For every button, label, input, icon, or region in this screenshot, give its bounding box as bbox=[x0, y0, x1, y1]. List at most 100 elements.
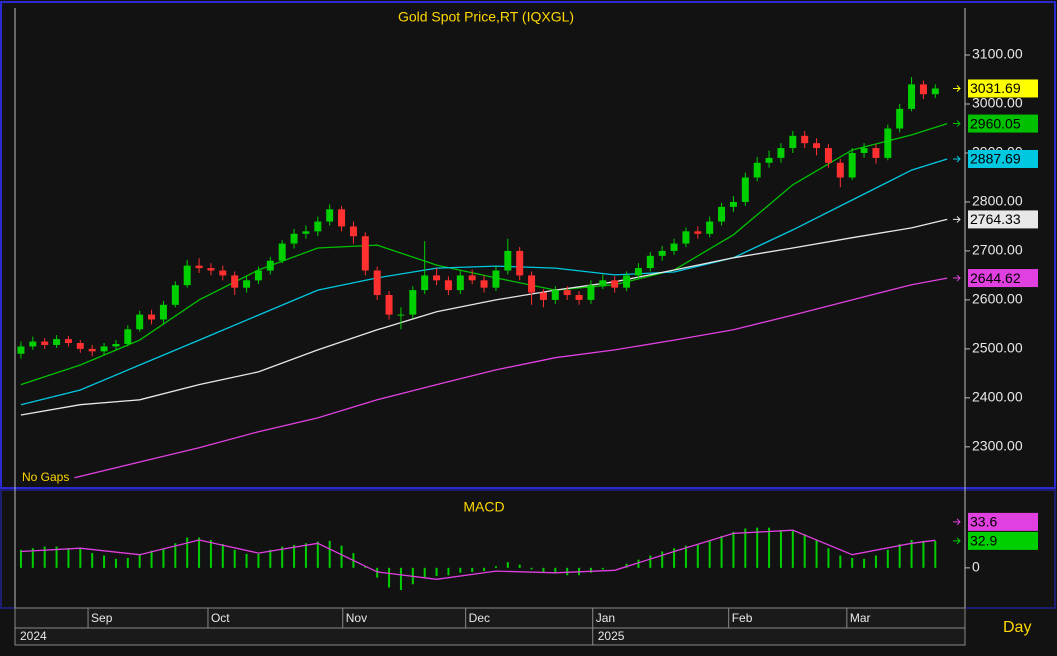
candle-body bbox=[836, 162, 844, 178]
macd-bar bbox=[589, 567, 592, 573]
tag-arrow bbox=[953, 155, 961, 163]
y-tick-label: 2800.00 bbox=[972, 193, 1023, 209]
macd-bar bbox=[661, 551, 664, 568]
macd-bar bbox=[566, 567, 569, 576]
candle-body bbox=[694, 231, 702, 234]
macd-bar bbox=[328, 540, 331, 568]
candle-body bbox=[670, 243, 678, 251]
macd-bar bbox=[138, 553, 141, 568]
candle-body bbox=[314, 221, 322, 232]
candle-body bbox=[17, 346, 25, 354]
candle-body bbox=[195, 265, 203, 269]
tag-arrow bbox=[953, 518, 961, 526]
candle-body bbox=[183, 265, 191, 286]
macd-bar bbox=[281, 546, 284, 568]
macd-bar bbox=[376, 567, 379, 578]
macd-bar bbox=[732, 531, 735, 568]
macd-bar bbox=[601, 567, 604, 570]
y-tick-label: 2300.00 bbox=[972, 438, 1023, 454]
macd-bar bbox=[874, 555, 877, 568]
candle-body bbox=[53, 339, 61, 345]
macd-title: MACD bbox=[463, 499, 504, 515]
macd-bar bbox=[364, 566, 367, 568]
value-tag-label: 2887.69 bbox=[970, 151, 1021, 167]
candle-body bbox=[456, 275, 464, 291]
x-tick-label: Nov bbox=[346, 611, 367, 625]
year-tick-label: 2024 bbox=[20, 629, 47, 643]
candle-body bbox=[171, 285, 179, 305]
macd-bar bbox=[114, 558, 117, 568]
macd-bar bbox=[518, 564, 521, 568]
candle-body bbox=[741, 177, 749, 202]
candle-body bbox=[290, 233, 298, 244]
candle-body bbox=[611, 280, 619, 288]
value-tag-label: 33.6 bbox=[970, 514, 997, 530]
macd-bar bbox=[720, 535, 723, 568]
candle-body bbox=[468, 275, 476, 281]
value-tag bbox=[968, 512, 1038, 531]
candle-body bbox=[41, 341, 49, 345]
chart-title: Gold Spot Price,RT (IQXGL) bbox=[398, 9, 574, 25]
candle-body bbox=[908, 84, 916, 109]
candle-body bbox=[385, 295, 393, 315]
candle-body bbox=[718, 206, 726, 222]
value-tag-label: 32.9 bbox=[970, 533, 997, 549]
candle-body bbox=[931, 88, 939, 95]
y-tick-label: 2500.00 bbox=[972, 340, 1023, 356]
candle-body bbox=[243, 280, 251, 288]
candle-body bbox=[634, 268, 642, 276]
macd-bar bbox=[898, 544, 901, 568]
macd-bar bbox=[423, 567, 426, 578]
candle-body bbox=[884, 128, 892, 158]
macd-bar bbox=[530, 567, 533, 570]
candle-body bbox=[326, 209, 334, 222]
candle-body bbox=[480, 280, 488, 288]
candle-body bbox=[88, 348, 96, 352]
candle-body bbox=[646, 255, 654, 269]
macd-bar bbox=[554, 567, 557, 574]
indicator-line bbox=[74, 277, 948, 479]
macd-bar bbox=[269, 549, 272, 568]
candle-body bbox=[872, 148, 880, 158]
y-tick-label: 0 bbox=[972, 559, 980, 575]
candle-body bbox=[302, 231, 310, 234]
candle-body bbox=[504, 250, 512, 271]
macd-bar bbox=[399, 567, 402, 590]
value-tag bbox=[968, 114, 1038, 133]
candle-body bbox=[789, 135, 797, 149]
macd-bar bbox=[506, 562, 509, 568]
candle-body bbox=[219, 270, 227, 276]
macd-bar bbox=[696, 544, 699, 568]
macd-bar bbox=[233, 549, 236, 568]
macd-bar bbox=[637, 559, 640, 568]
macd-bar bbox=[934, 540, 937, 568]
macd-bar bbox=[221, 544, 224, 568]
candle-body bbox=[575, 295, 583, 300]
macd-bar bbox=[744, 528, 747, 568]
tag-arrow bbox=[953, 537, 961, 545]
candle-body bbox=[159, 304, 167, 320]
indicator-line bbox=[20, 158, 948, 406]
macd-bar bbox=[756, 527, 759, 568]
candle-body bbox=[706, 221, 714, 234]
candle-body bbox=[100, 346, 108, 352]
value-tag bbox=[968, 210, 1038, 229]
candle-body bbox=[528, 275, 536, 293]
macd-bar bbox=[673, 548, 676, 568]
candle-body bbox=[753, 162, 761, 178]
macd-bar bbox=[471, 567, 474, 572]
value-tag bbox=[968, 150, 1038, 169]
candle-body bbox=[813, 143, 821, 149]
candle-body bbox=[409, 290, 417, 315]
macd-bar bbox=[494, 566, 497, 568]
period-label: Day bbox=[1003, 619, 1031, 636]
macd-bar bbox=[162, 549, 165, 568]
macd-bar bbox=[31, 548, 34, 568]
value-tag bbox=[968, 79, 1038, 98]
macd-bar bbox=[198, 537, 201, 568]
year-tick-label: 2025 bbox=[598, 629, 625, 643]
tag-arrow bbox=[953, 120, 961, 127]
tag-arrow bbox=[953, 85, 961, 92]
